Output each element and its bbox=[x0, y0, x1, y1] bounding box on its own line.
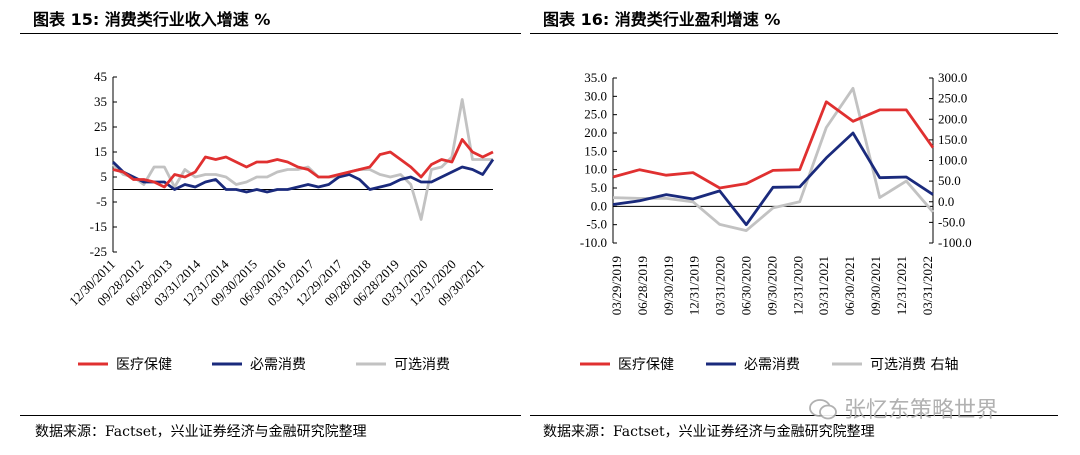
left-legend-label-health: 医疗保健 bbox=[116, 357, 172, 373]
right-y-tick-label-right: -100.0 bbox=[938, 235, 972, 250]
right-x-tick-label: 06/30/2020 bbox=[739, 256, 754, 315]
right-y-tick-label-right: -50.0 bbox=[938, 214, 965, 229]
left-y-tick-label: -5 bbox=[96, 194, 107, 209]
right-x-tick-label: 12/31/2019 bbox=[687, 256, 702, 315]
right-legend-label-health: 医疗保健 bbox=[618, 357, 674, 373]
right-x-tick-label: 09/30/2021 bbox=[868, 256, 883, 315]
right-x-tick-label: 09/30/2019 bbox=[661, 256, 676, 315]
right-chart: 35.0 30.0 25.0 20.0 15.0 10.0 5.0 0.0 -5.0 -10.0 3… bbox=[580, 70, 972, 373]
right-chart-title: 图表 16: 消费类行业盈利增速 % bbox=[543, 10, 781, 29]
right-y-tick-label-right: 100.0 bbox=[938, 153, 967, 168]
left-source-note: 数据来源：Factset，兴业证券经济与金融研究院整理 bbox=[35, 424, 367, 440]
right-y-tick-label: 25.0 bbox=[584, 107, 607, 122]
watermark: 张忆东策略世界 bbox=[808, 392, 998, 424]
right-series-line-staples bbox=[612, 131, 934, 227]
wechat-icon bbox=[809, 399, 837, 420]
left-y-tick-label: 15 bbox=[94, 144, 107, 159]
right-legend-label-discretionary: 可选消费 右轴 bbox=[870, 357, 958, 373]
right-x-tick-label: 12/31/2020 bbox=[790, 256, 805, 315]
right-x-tick-label: 09/30/2020 bbox=[764, 256, 779, 315]
left-chart: 453525155-5-15-2512/30/201109/28/201206/… bbox=[66, 69, 495, 373]
left-y-tick-label: 35 bbox=[94, 94, 107, 109]
right-series-line-discretionary bbox=[612, 86, 935, 233]
right-x-tick-label: 12/31/2021 bbox=[894, 256, 909, 315]
right-y-tick-label: -5.0 bbox=[586, 217, 607, 232]
right-series-line-health bbox=[612, 100, 935, 190]
right-y-tick-label-right: 200.0 bbox=[938, 111, 967, 126]
left-legend-label-staples: 必需消费 bbox=[250, 357, 306, 373]
right-x-tick-label: 03/31/2020 bbox=[713, 256, 728, 315]
right-y-tick-label: 35.0 bbox=[584, 70, 607, 85]
left-y-tick-label: 45 bbox=[94, 69, 107, 84]
right-x-tick-label: 03/31/2022 bbox=[920, 256, 935, 315]
right-y-tick-label: 15.0 bbox=[584, 143, 607, 158]
right-x-tick-label: 06/30/2021 bbox=[842, 256, 857, 315]
left-series-line-health bbox=[112, 138, 494, 189]
right-y-tick-label: 5.0 bbox=[591, 180, 607, 195]
right-y-tick-label: 0.0 bbox=[591, 198, 607, 213]
right-y-tick-label: 10.0 bbox=[584, 162, 607, 177]
right-x-tick-label: 03/29/2019 bbox=[609, 256, 624, 315]
left-source-rule bbox=[20, 415, 521, 416]
left-series-line-staples bbox=[112, 158, 495, 194]
right-y-tick-label: 20.0 bbox=[584, 125, 607, 140]
right-y-tick-label-right: 250.0 bbox=[938, 91, 967, 106]
left-chart-title: 图表 15: 消费类行业收入增速 % bbox=[33, 10, 271, 29]
left-title-rule bbox=[20, 33, 521, 34]
watermark-text: 张忆东策略世界 bbox=[844, 398, 999, 423]
left-y-tick-label: -25 bbox=[90, 244, 107, 259]
right-x-tick-label: 06/28/2019 bbox=[635, 256, 650, 315]
left-series-line-discretionary bbox=[112, 98, 493, 221]
right-x-tick-label: 03/31/2021 bbox=[816, 256, 831, 315]
right-y-tick-label-right: 300.0 bbox=[938, 70, 967, 85]
right-source-rule bbox=[530, 415, 1058, 416]
right-legend-label-staples: 必需消费 bbox=[744, 357, 800, 373]
right-y-tick-label: 30.0 bbox=[584, 88, 607, 103]
left-y-tick-label: -15 bbox=[90, 219, 107, 234]
right-title-rule bbox=[530, 33, 1058, 34]
right-y-tick-label-right: 150.0 bbox=[938, 132, 967, 147]
right-y-tick-label-right: 50.0 bbox=[938, 173, 961, 188]
right-y-tick-label-right: 0.0 bbox=[938, 194, 954, 209]
left-y-tick-label: 5 bbox=[101, 169, 108, 184]
right-y-tick-label: -10.0 bbox=[580, 235, 607, 250]
left-y-tick-label: 25 bbox=[94, 119, 107, 134]
right-source-note: 数据来源：Factset，兴业证券经济与金融研究院整理 bbox=[543, 424, 875, 440]
left-legend-label-discretionary: 可选消费 bbox=[394, 357, 450, 373]
